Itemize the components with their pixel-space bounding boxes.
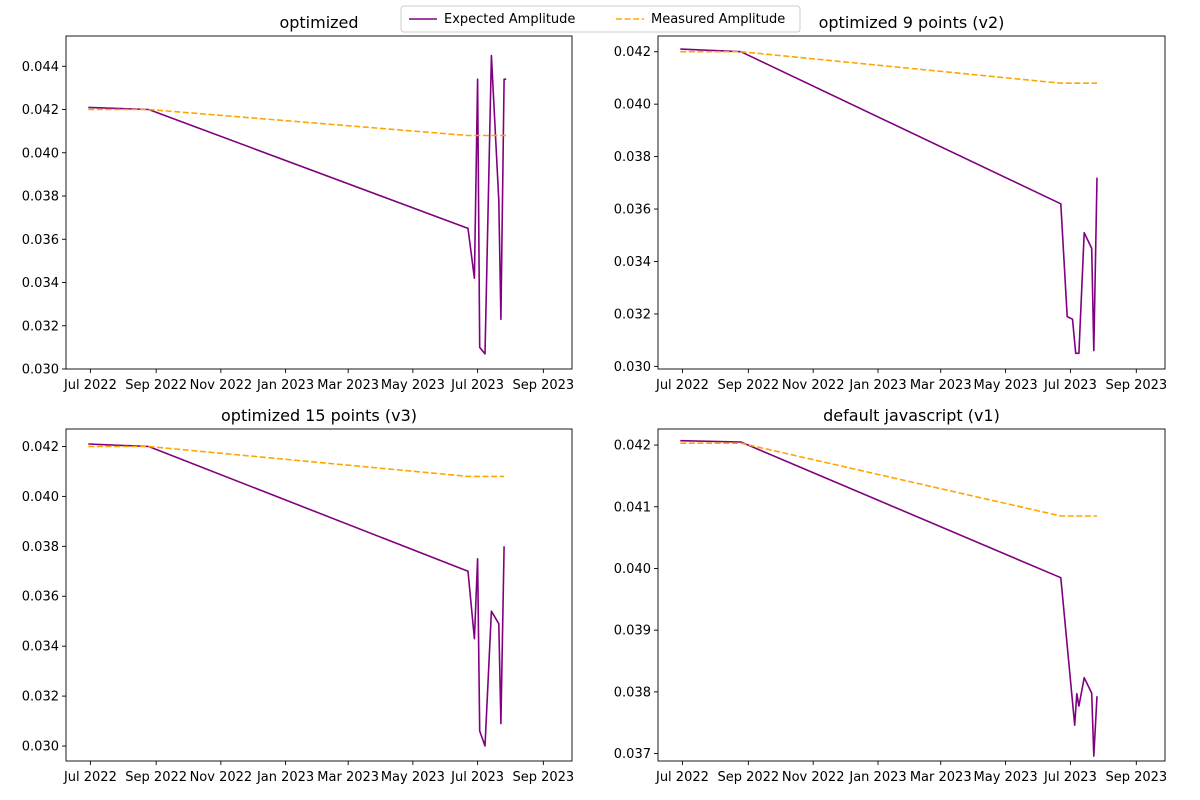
x-tick-label: Mar 2023 [317, 378, 379, 393]
series-line-measured [88, 108, 507, 137]
chart-panel-3: 0.030 0.032 0.034 0.036 0.038 0.040 0.042 Jul 2… [22, 406, 574, 785]
y-tick-label: 0.044 [22, 60, 59, 75]
series-line-measured [680, 442, 1097, 517]
chart-panel-2: 0.030 0.032 0.034 0.036 0.038 0.040 0.042 Jul 2… [614, 13, 1167, 393]
legend-item: Expected Amplitude [409, 12, 575, 27]
series-line-measured [680, 50, 1097, 84]
y-tick-label: 0.041 [614, 500, 651, 515]
series-line-measured [88, 445, 505, 478]
x-tick-label: Sep 2023 [1105, 770, 1167, 785]
x-tick-label: May 2023 [381, 770, 445, 785]
y-tick-label: 0.037 [614, 747, 651, 762]
chart-panel-1: 0.030 0.032 0.034 0.036 0.038 0.040 0.042 0.044… [22, 13, 574, 393]
x-tick-label: Jan 2023 [848, 378, 906, 393]
series-line-expected [88, 54, 507, 355]
axes-frame [65, 35, 573, 370]
y-tick-label: 0.032 [22, 690, 59, 705]
x-tick-label: Jul 2022 [655, 378, 709, 393]
y-tick-label: 0.034 [22, 276, 59, 291]
x-tick-label: May 2023 [974, 770, 1038, 785]
x-tick-label: Jan 2023 [256, 378, 314, 393]
y-tick-label: 0.030 [22, 740, 59, 755]
x-tick-label: May 2023 [974, 378, 1038, 393]
y-tick-label: 0.038 [614, 150, 651, 165]
y-tick-label: 0.038 [22, 540, 59, 555]
x-tick-label: Sep 2022 [125, 378, 187, 393]
x-tick-label: Sep 2022 [717, 378, 779, 393]
x-tick-label: Nov 2022 [190, 770, 253, 785]
chart-title: optimized 15 points (v3) [221, 406, 417, 425]
x-tick-label: Sep 2023 [512, 378, 574, 393]
chart-panels: 0.030 0.032 0.034 0.036 0.038 0.040 0.042 0.044… [22, 13, 1167, 785]
chart-title: optimized 9 points (v2) [819, 13, 1005, 32]
x-tick-label: Mar 2023 [910, 770, 972, 785]
x-tick-label: Nov 2022 [782, 378, 845, 393]
x-tick-label: Sep 2023 [512, 770, 574, 785]
y-tick-label: 0.038 [22, 190, 59, 205]
y-tick-label: 0.040 [22, 146, 59, 161]
y-tick-label: 0.036 [22, 590, 59, 605]
series-line-expected [680, 48, 1098, 355]
series-line-expected [680, 439, 1098, 757]
y-tick-label: 0.040 [22, 490, 59, 505]
chart-title: default javascript (v1) [823, 406, 1000, 425]
y-tick-label: 0.042 [22, 440, 59, 455]
axes-frame [657, 35, 1166, 370]
x-tick-label: Jul 2022 [655, 770, 709, 785]
legend-label: Expected Amplitude [444, 12, 575, 27]
y-tick-label: 0.040 [614, 562, 651, 577]
legend: Expected Amplitude Measured Amplitude [400, 5, 801, 33]
axes-frame [65, 428, 573, 762]
y-tick-label: 0.030 [22, 363, 59, 378]
x-tick-label: May 2023 [381, 378, 445, 393]
x-tick-label: Jan 2023 [256, 770, 314, 785]
x-tick-label: Mar 2023 [910, 378, 972, 393]
x-tick-label: Jul 2023 [450, 378, 504, 393]
y-tick-label: 0.038 [614, 685, 651, 700]
x-tick-label: Nov 2022 [190, 378, 253, 393]
y-tick-label: 0.036 [614, 203, 651, 218]
legend-item: Measured Amplitude [616, 12, 785, 27]
x-tick-label: Jul 2023 [450, 770, 504, 785]
y-tick-label: 0.032 [614, 307, 651, 322]
x-tick-label: Jul 2023 [1043, 378, 1097, 393]
x-tick-label: Jul 2022 [63, 378, 117, 393]
y-tick-label: 0.042 [614, 45, 651, 60]
x-tick-label: Sep 2023 [1105, 378, 1167, 393]
y-tick-label: 0.030 [614, 360, 651, 375]
y-tick-label: 0.036 [22, 233, 59, 248]
x-tick-label: Sep 2022 [125, 770, 187, 785]
axes-frame [657, 428, 1166, 762]
y-tick-label: 0.040 [614, 98, 651, 113]
x-tick-label: Nov 2022 [782, 770, 845, 785]
x-tick-label: Jul 2023 [1043, 770, 1097, 785]
x-tick-label: Jul 2022 [63, 770, 117, 785]
y-tick-label: 0.032 [22, 319, 59, 334]
y-tick-label: 0.042 [22, 103, 59, 118]
series-line-expected [88, 443, 505, 747]
y-tick-label: 0.042 [614, 439, 651, 454]
y-tick-label: 0.039 [614, 624, 651, 639]
legend-label: Measured Amplitude [651, 12, 785, 27]
x-tick-label: Jan 2023 [848, 770, 906, 785]
x-tick-label: Sep 2022 [717, 770, 779, 785]
chart-title: optimized [279, 13, 358, 32]
y-tick-label: 0.034 [22, 640, 59, 655]
x-tick-label: Mar 2023 [317, 770, 379, 785]
legend-box [400, 5, 801, 33]
y-tick-label: 0.034 [614, 255, 651, 270]
chart-panel-4: 0.037 0.038 0.039 0.040 0.041 0.042 Jul 2022 Se… [614, 406, 1167, 785]
